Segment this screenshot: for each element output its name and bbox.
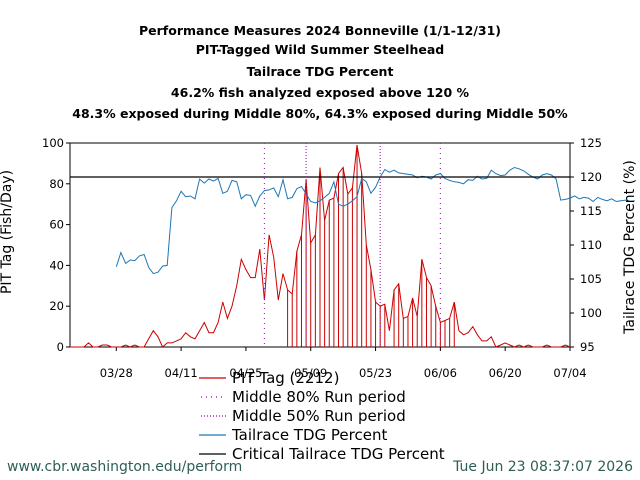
legend-label: Middle 80% Run period bbox=[232, 388, 406, 406]
x-tick-label: 03/28 bbox=[100, 366, 133, 380]
x-tick-label: 06/20 bbox=[489, 366, 522, 380]
x-tick-label: 04/25 bbox=[229, 366, 262, 380]
y2-tick-label: 105 bbox=[580, 272, 602, 286]
legend: PIT Tag (2212)Middle 80% Run periodMiddl… bbox=[199, 369, 445, 463]
y-tick-label: 0 bbox=[57, 340, 64, 354]
y2-tick-label: 115 bbox=[580, 204, 602, 218]
chart-title: Performance Measures 2024 Bonneville (1/… bbox=[139, 23, 501, 38]
y-axis-label: PIT Tag (Fish/Day) bbox=[0, 170, 15, 294]
chart-subtitle-periods: 48.3% exposed during Middle 80%, 64.3% e… bbox=[72, 106, 568, 121]
x-tick-label: 04/11 bbox=[165, 366, 198, 380]
x-tick-label: 06/06 bbox=[424, 366, 457, 380]
y2-tick-label: 100 bbox=[580, 306, 602, 320]
y2-tick-label: 125 bbox=[580, 136, 602, 150]
y-tick-label: 80 bbox=[49, 177, 64, 191]
y-tick-label: 100 bbox=[42, 136, 64, 150]
y2-tick-label: 120 bbox=[580, 170, 602, 184]
legend-label: Middle 50% Run period bbox=[232, 407, 406, 425]
legend-label: Critical Tailrace TDG Percent bbox=[232, 445, 445, 463]
x-tick-label: 05/23 bbox=[359, 366, 392, 380]
x-tick-label: 07/04 bbox=[553, 366, 586, 380]
tdg-line bbox=[115, 166, 635, 275]
y-tick-label: 20 bbox=[49, 299, 64, 313]
y2-tick-label: 95 bbox=[580, 340, 595, 354]
chart-subtitle-species: PIT-Tagged Wild Summer Steelhead bbox=[196, 42, 444, 57]
y2-tick-label: 110 bbox=[580, 238, 602, 252]
plot-area: 0 20 40 60 80 100 95 100 105 110 115 120 125 03/28 04/… bbox=[42, 136, 635, 380]
legend-label: Tailrace TDG Percent bbox=[231, 426, 387, 444]
footer-url: www.cbr.washington.edu/perform bbox=[7, 459, 242, 475]
chart-titles: Performance Measures 2024 Bonneville (1/… bbox=[72, 23, 568, 121]
footer-timestamp: Tue Jun 23 08:37:07 2026 bbox=[452, 459, 633, 475]
chart-subtitle-measure: Tailrace TDG Percent bbox=[247, 64, 394, 79]
x-tick-label: 05/09 bbox=[294, 366, 327, 380]
y-tick-label: 60 bbox=[49, 218, 64, 232]
chart-subtitle-exposure: 46.2% fish analyzed exposed above 120 % bbox=[171, 85, 470, 100]
legend-label: PIT Tag (2212) bbox=[232, 369, 339, 387]
pit-tag-line bbox=[70, 144, 571, 348]
y2-axis-label: Tailrace TDG Percent (%) bbox=[622, 160, 638, 335]
y-tick-label: 40 bbox=[49, 258, 64, 272]
